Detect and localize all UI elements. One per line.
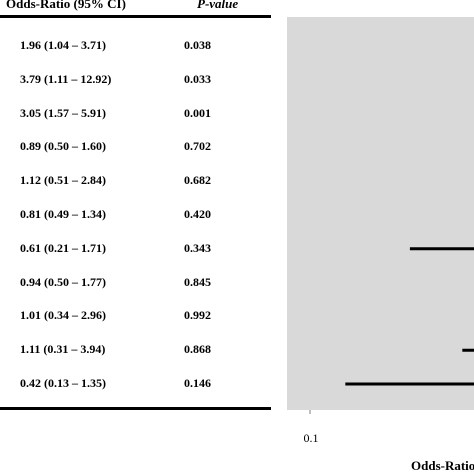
table-row: 0.42 (0.13 – 1.35) 0.146	[0, 376, 271, 394]
p-value-cell: 0.420	[184, 207, 211, 221]
odds-ratio-cell: 3.79 (1.11 – 12.92)	[20, 71, 112, 86]
table-row: 1.96 (1.04 – 3.71) 0.038	[0, 38, 271, 56]
p-value-cell: 0.343	[184, 240, 211, 255]
p-value-cell: 0.868	[184, 342, 211, 357]
header-odds-ratio: Odds-Ratio (95% CI)	[6, 0, 126, 11]
odds-ratio-cell: 1.96 (1.04 – 3.71)	[20, 38, 106, 52]
table-row: 0.89 (0.50 – 1.60) 0.702	[0, 139, 271, 157]
header-p-value: P-value	[197, 0, 239, 11]
x-axis-label: Odds-Ratio	[411, 458, 474, 473]
table-row: 1.11 (0.31 – 3.94) 0.868	[0, 342, 271, 360]
x-tick-label: 0.1	[304, 431, 319, 445]
p-value-cell: 0.001	[184, 105, 211, 120]
table-row: 1.01 (0.34 – 2.96) 0.992	[0, 308, 271, 326]
odds-ratio-cell: 1.12 (0.51 – 2.84)	[20, 173, 106, 188]
p-value-cell: 0.992	[184, 308, 211, 323]
table-row: 3.05 (1.57 – 5.91) 0.001	[0, 106, 271, 124]
plot-area	[287, 17, 474, 410]
table-top-rule	[0, 15, 271, 18]
odds-ratio-cell: 1.11 (0.31 – 3.94)	[20, 342, 106, 357]
odds-ratio-cell: 0.42 (0.13 – 1.35)	[20, 376, 106, 390]
table-row: 0.61 (0.21 – 1.71) 0.343	[0, 241, 271, 259]
odds-ratio-cell: 1.01 (0.34 – 2.96)	[20, 308, 106, 323]
table-row: 1.12 (0.51 – 2.84) 0.682	[0, 173, 271, 191]
p-value-cell: 0.038	[184, 38, 211, 52]
p-value-cell: 0.702	[184, 139, 211, 154]
table-row: 0.94 (0.50 – 1.77) 0.845	[0, 275, 271, 293]
odds-ratio-cell: 0.94 (0.50 – 1.77)	[20, 274, 106, 289]
p-value-cell: 0.033	[184, 71, 211, 86]
table-row: 3.79 (1.11 – 12.92) 0.033	[0, 72, 271, 90]
table-bottom-rule	[0, 407, 271, 410]
odds-ratio-cell: 0.81 (0.49 – 1.34)	[20, 207, 106, 221]
p-value-cell: 0.682	[184, 173, 211, 188]
odds-ratio-cell: 3.05 (1.57 – 5.91)	[20, 105, 106, 120]
odds-ratio-cell: 0.61 (0.21 – 1.71)	[20, 240, 106, 255]
p-value-cell: 0.146	[184, 376, 211, 390]
table-row: 0.81 (0.49 – 1.34) 0.420	[0, 207, 271, 225]
odds-ratio-cell: 0.89 (0.50 – 1.60)	[20, 139, 106, 154]
p-value-cell: 0.845	[184, 274, 211, 289]
